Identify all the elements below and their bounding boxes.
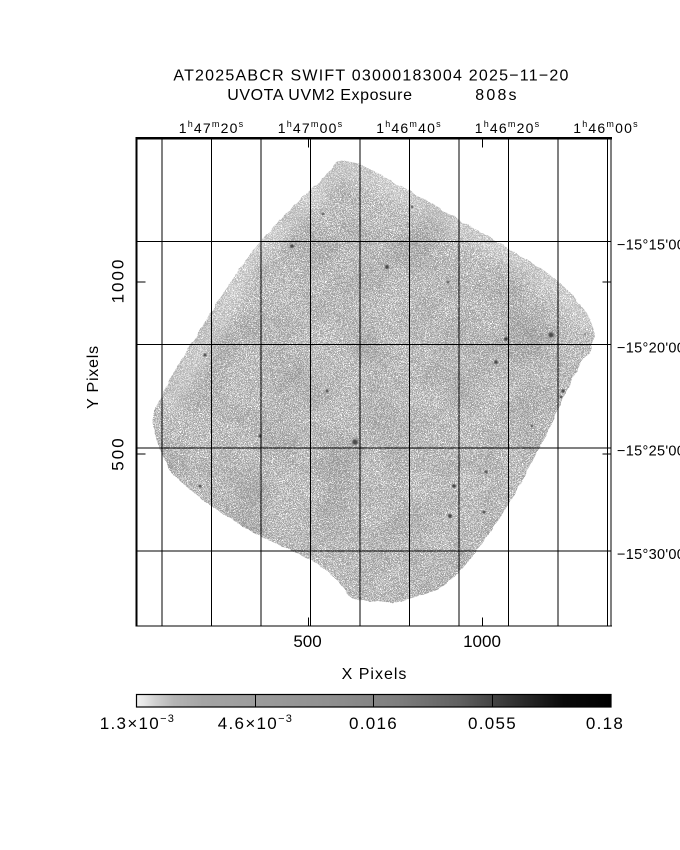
svg-text:−15°15'00": −15°15'00" — [617, 237, 680, 253]
svg-text:1h46m40s: 1h46m40s — [376, 119, 442, 136]
svg-text:UVOTA UVM2 Exposure: UVOTA UVM2 Exposure — [227, 87, 412, 104]
svg-text:0.055: 0.055 — [468, 714, 517, 733]
svg-text:500: 500 — [293, 632, 321, 651]
svg-text:Y Pixels: Y Pixels — [85, 345, 102, 409]
svg-text:500: 500 — [109, 436, 128, 470]
svg-text:−15°30'00": −15°30'00" — [617, 547, 680, 563]
svg-text:0.016: 0.016 — [349, 714, 398, 733]
svg-text:1000: 1000 — [463, 632, 501, 651]
svg-text:0.18: 0.18 — [586, 714, 624, 733]
svg-text:4.6×10−3: 4.6×10−3 — [218, 713, 293, 733]
svg-text:−15°20'00": −15°20'00" — [617, 341, 680, 357]
svg-text:1000: 1000 — [109, 258, 128, 304]
svg-text:808s: 808s — [475, 87, 519, 104]
svg-text:1h47m00s: 1h47m00s — [278, 119, 344, 136]
svg-text:1.3×10−3: 1.3×10−3 — [100, 713, 175, 733]
svg-text:−15°25'00": −15°25'00" — [617, 444, 680, 460]
svg-text:1h46m00s: 1h46m00s — [573, 119, 639, 136]
svg-text:AT2025ABCR SWIFT 03000183004 2: AT2025ABCR SWIFT 03000183004 2025−11−20 — [173, 68, 569, 85]
svg-text:1h46m20s: 1h46m20s — [475, 119, 541, 136]
svg-text:X Pixels: X Pixels — [342, 666, 408, 683]
svg-text:1h47m20s: 1h47m20s — [179, 119, 245, 136]
